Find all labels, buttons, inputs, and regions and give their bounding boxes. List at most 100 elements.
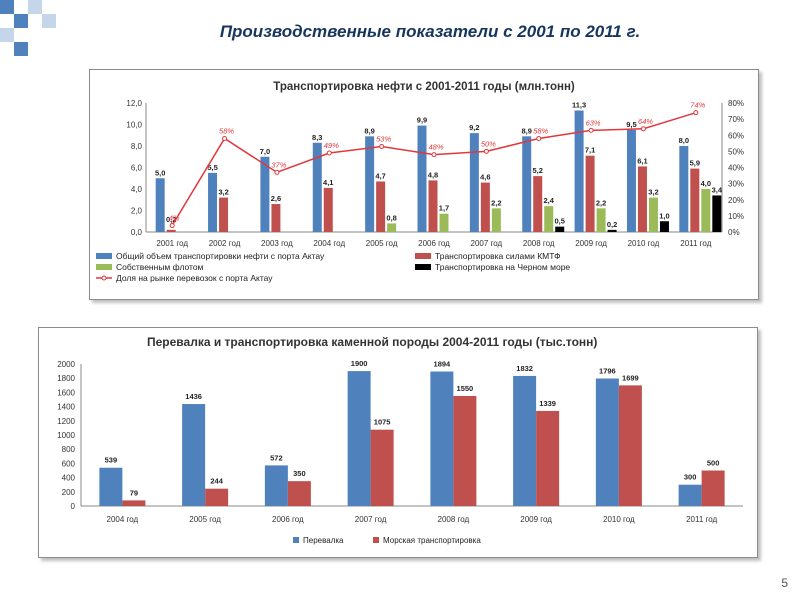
share-point bbox=[431, 152, 437, 158]
bar-1 bbox=[522, 136, 532, 232]
data-label: 1436 bbox=[185, 392, 202, 401]
y-tick-label: 400 bbox=[62, 474, 76, 483]
data-label: 1,7 bbox=[439, 204, 449, 213]
bar-4 bbox=[659, 221, 669, 232]
data-label: 2,6 bbox=[271, 194, 281, 203]
legend-swatch bbox=[415, 253, 431, 259]
bar-2 bbox=[271, 204, 281, 232]
share-label: 53% bbox=[376, 135, 391, 144]
corner-decoration-5 bbox=[14, 42, 28, 56]
bar-sea-transport bbox=[618, 385, 642, 506]
corner-decoration-2 bbox=[14, 14, 28, 28]
share-label: 63% bbox=[586, 118, 601, 127]
y-tick-label: 12,0 bbox=[126, 99, 142, 108]
y-tick-label: 10,0 bbox=[126, 121, 142, 130]
data-label: 4,6 bbox=[480, 173, 490, 182]
x-tick-label: 2011 год bbox=[680, 239, 711, 248]
x-tick-label: 2007 год bbox=[471, 239, 503, 248]
data-label: 539 bbox=[105, 456, 118, 465]
rock-transshipment-chart-panel: Перевалка и транспортировка каменной пор… bbox=[38, 327, 758, 558]
data-label: 5,0 bbox=[155, 168, 165, 177]
oil-transport-chart-panel: Транспортировка нефти с 2001-2011 годы (… bbox=[89, 69, 759, 300]
bar-sea-transport bbox=[453, 395, 477, 506]
page-number: 5 bbox=[781, 576, 788, 590]
bar-sea-transport bbox=[122, 500, 146, 506]
y2-tick-label: 0% bbox=[728, 228, 740, 237]
share-point bbox=[693, 110, 699, 116]
legend-label: Доля на рынке перевозок с порта Актау bbox=[116, 273, 273, 283]
legend-swatch bbox=[293, 537, 299, 543]
x-tick-label: 2005 год bbox=[189, 515, 221, 524]
share-point bbox=[274, 169, 280, 175]
share-point bbox=[326, 150, 332, 156]
bar-2 bbox=[480, 182, 490, 232]
y2-tick-label: 80% bbox=[728, 99, 744, 108]
bar-3 bbox=[701, 189, 711, 232]
legend-label: Транспортировка на Черном море bbox=[435, 262, 570, 272]
share-label: 49% bbox=[324, 141, 339, 150]
share-point bbox=[640, 126, 646, 132]
x-tick-label: 2011 год bbox=[686, 515, 717, 524]
chart-title: Транспортировка нефти с 2001-2011 годы (… bbox=[273, 81, 575, 93]
data-label: 4,1 bbox=[323, 178, 333, 187]
bar-sea-transport bbox=[701, 470, 725, 506]
data-label: 300 bbox=[684, 473, 697, 482]
legend-swatch bbox=[415, 264, 431, 270]
y2-tick-label: 30% bbox=[728, 180, 744, 189]
data-label: 0,2 bbox=[607, 220, 617, 229]
bar-sea-transport bbox=[370, 429, 394, 506]
share-label: 48% bbox=[428, 143, 443, 152]
data-label: 1,0 bbox=[659, 211, 669, 220]
legend-label: Перевалка bbox=[303, 536, 344, 545]
legend-swatch bbox=[373, 537, 379, 543]
y-tick-label: 0 bbox=[71, 502, 76, 511]
data-label: 3,4 bbox=[712, 185, 723, 194]
bar-1 bbox=[260, 156, 270, 232]
share-label: 58% bbox=[219, 126, 234, 135]
legend-swatch bbox=[96, 264, 112, 270]
bar-2 bbox=[219, 197, 229, 232]
x-tick-label: 2009 год bbox=[520, 515, 552, 524]
data-label: 1796 bbox=[599, 366, 616, 375]
bar-3 bbox=[491, 208, 501, 232]
share-label: 64% bbox=[638, 117, 653, 126]
bar-transshipment bbox=[513, 375, 537, 506]
y2-tick-label: 50% bbox=[728, 147, 744, 156]
data-label: 8,9 bbox=[522, 126, 532, 135]
bar-sea-transport bbox=[287, 481, 311, 506]
corner-decoration-6 bbox=[42, 14, 56, 28]
y-tick-label: 1800 bbox=[57, 374, 75, 383]
data-label: 0,5 bbox=[555, 217, 565, 226]
bar-2 bbox=[585, 155, 595, 232]
x-tick-label: 2008 год bbox=[523, 239, 555, 248]
bar-4 bbox=[607, 229, 617, 232]
share-point bbox=[588, 127, 594, 133]
data-label: 5,5 bbox=[207, 163, 217, 172]
bar-sea-transport bbox=[536, 410, 560, 506]
data-label: 5,2 bbox=[533, 166, 543, 175]
bar-transshipment bbox=[99, 467, 123, 506]
x-tick-label: 2004 год bbox=[107, 515, 139, 524]
data-label: 1075 bbox=[374, 418, 391, 427]
x-tick-label: 2004 год bbox=[313, 239, 345, 248]
y2-tick-label: 20% bbox=[728, 196, 744, 205]
data-label: 1894 bbox=[434, 360, 452, 369]
bar-3 bbox=[648, 197, 658, 232]
data-label: 8,3 bbox=[312, 133, 322, 142]
y-tick-label: 1600 bbox=[57, 388, 75, 397]
y-tick-label: 1000 bbox=[57, 431, 75, 440]
y-tick-label: 1200 bbox=[57, 417, 75, 426]
data-label: 9,2 bbox=[469, 123, 479, 132]
data-label: 4,7 bbox=[375, 171, 385, 180]
data-label: 350 bbox=[293, 469, 306, 478]
data-label: 8,9 bbox=[364, 126, 374, 135]
x-tick-label: 2001 год bbox=[156, 239, 188, 248]
bar-3 bbox=[387, 223, 397, 232]
data-label: 1699 bbox=[622, 373, 639, 382]
y-tick-label: 8,0 bbox=[131, 142, 143, 151]
corner-decoration-3 bbox=[28, 0, 42, 14]
data-label: 572 bbox=[270, 453, 283, 462]
y-tick-label: 2,0 bbox=[131, 207, 143, 216]
legend-label: Морская транспортировка bbox=[383, 536, 481, 545]
bar-1 bbox=[679, 146, 689, 232]
